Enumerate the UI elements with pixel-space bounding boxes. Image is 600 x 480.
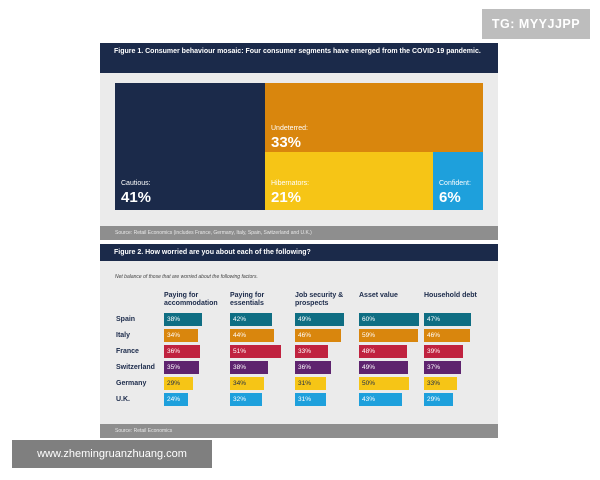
value-bar: 34%: [230, 377, 264, 390]
value-bar: 36%: [295, 361, 331, 374]
tile-cautious: Cautious: 41%: [115, 83, 265, 210]
value-bar: 37%: [424, 361, 461, 374]
value-bar: 50%: [359, 377, 409, 390]
value-bar: 31%: [295, 393, 326, 406]
value-bar: 31%: [295, 377, 326, 390]
figure1-source: Source: Retail Economics (includes Franc…: [100, 226, 498, 240]
figure2-panel: Figure 2. How worried are you about each…: [100, 244, 498, 438]
value-bar: 29%: [164, 377, 193, 390]
value-bar: 39%: [424, 345, 463, 358]
tile-undeterred: Undeterred: 33%: [265, 83, 483, 152]
value-bar: 46%: [424, 329, 470, 342]
row-label: Italy: [116, 332, 131, 339]
value-bar: 44%: [230, 329, 274, 342]
value-bar: 38%: [164, 313, 202, 326]
value-bar: 49%: [359, 361, 408, 374]
value-bar: 47%: [424, 313, 471, 326]
value-bar: 46%: [295, 329, 341, 342]
value-bar: 60%: [359, 313, 419, 326]
row-label: Germany: [116, 380, 147, 387]
figure1-panel: Figure 1. Consumer behaviour mosaic: Fou…: [100, 43, 498, 240]
tile-cautious-value: 41%: [121, 189, 152, 206]
column-header: Household debt: [424, 292, 477, 299]
tile-hibernators-value: 21%: [271, 189, 302, 206]
value-bar: 24%: [164, 393, 188, 406]
row-label: Switzerland: [116, 364, 155, 371]
tile-hibernators: Hibernators: 21%: [265, 152, 433, 210]
row-label: Spain: [116, 316, 136, 323]
row-label: France: [116, 348, 139, 355]
value-bar: 33%: [295, 345, 328, 358]
value-bar: 42%: [230, 313, 272, 326]
value-bar: 49%: [295, 313, 344, 326]
column-header: Job security & prospects: [295, 292, 344, 307]
value-bar: 59%: [359, 329, 418, 342]
value-bar: 32%: [230, 393, 262, 406]
value-bar: 51%: [230, 345, 281, 358]
column-header: Paying for accommodation: [164, 292, 218, 307]
value-bar: 38%: [230, 361, 268, 374]
value-bar: 36%: [164, 345, 200, 358]
figure2-note: Net balance of those that are worried ab…: [115, 274, 258, 280]
value-bar: 34%: [164, 329, 198, 342]
value-bar: 48%: [359, 345, 407, 358]
value-bar: 29%: [424, 393, 453, 406]
column-header: Paying for essentials: [230, 292, 265, 307]
figure2-title: Figure 2. How worried are you about each…: [100, 244, 498, 261]
tile-confident: Confident: 6%: [433, 152, 483, 210]
tile-undeterred-value: 33%: [271, 134, 302, 151]
tile-hibernators-label: Hibernators:: [271, 180, 310, 187]
telegram-badge: TG: MYYJJPP: [482, 9, 590, 39]
tile-undeterred-label: Undeterred:: [271, 125, 308, 132]
value-bar: 43%: [359, 393, 402, 406]
website-watermark: www.zhemingruanzhuang.com: [12, 440, 212, 468]
figure2-source: Source: Retail Economics: [100, 424, 498, 438]
tile-confident-label: Confident:: [439, 180, 471, 187]
tile-cautious-label: Cautious:: [121, 180, 151, 187]
row-label: U.K.: [116, 396, 130, 403]
value-bar: 33%: [424, 377, 457, 390]
column-header: Asset value: [359, 292, 398, 299]
tile-confident-value: 6%: [439, 189, 461, 206]
value-bar: 35%: [164, 361, 199, 374]
figure1-title: Figure 1. Consumer behaviour mosaic: Fou…: [100, 43, 498, 73]
